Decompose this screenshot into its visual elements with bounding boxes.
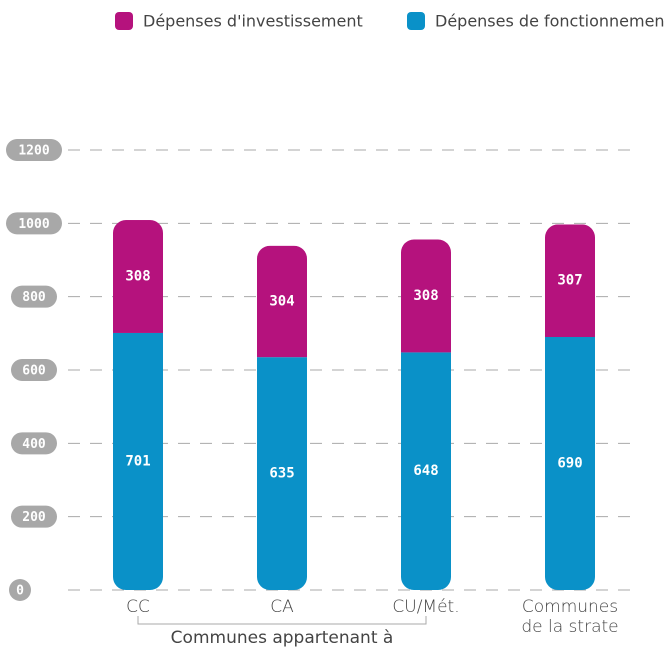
group-bracket xyxy=(137,616,427,625)
value-label: 648 xyxy=(413,463,438,479)
y-tick-label: 1200 xyxy=(18,144,49,159)
y-tick-pill xyxy=(11,285,57,308)
y-tick-pill xyxy=(9,579,31,601)
bar-segment xyxy=(113,220,163,333)
y-tick-label: 400 xyxy=(22,437,46,452)
bar-segment xyxy=(545,337,595,590)
bar-segment xyxy=(545,224,595,337)
y-tick-label: 800 xyxy=(22,290,46,305)
legend-label: Dépenses de fonctionnement xyxy=(435,12,664,31)
y-tick-pill xyxy=(11,359,57,381)
bar-segment xyxy=(257,245,307,358)
y-tick-label: 200 xyxy=(22,510,46,525)
value-label: 304 xyxy=(269,293,294,309)
x-tick-label: Communes de la strate xyxy=(521,597,619,637)
value-label: 307 xyxy=(557,273,582,289)
group-label: Communes appartenant à xyxy=(171,628,394,648)
bar-segment xyxy=(401,352,451,590)
y-tick-pill xyxy=(11,432,57,455)
x-tick-label: CA xyxy=(270,597,294,617)
value-label: 635 xyxy=(269,466,294,482)
legend-swatch xyxy=(407,12,425,30)
x-tick-label: CU/Mét. xyxy=(392,597,460,617)
value-label: 701 xyxy=(125,453,150,469)
value-label: 690 xyxy=(557,456,582,472)
legend-label: Dépenses d'investissement xyxy=(143,12,363,31)
y-tick-pill xyxy=(6,139,62,161)
bar-segment xyxy=(113,332,163,590)
legend-swatch xyxy=(115,12,133,30)
y-tick-pill xyxy=(6,212,62,235)
y-tick-label: 1000 xyxy=(18,217,49,232)
x-tick-label: CC xyxy=(126,597,150,617)
bar-segment xyxy=(401,239,451,353)
value-label: 308 xyxy=(413,288,438,304)
y-tick-label: 600 xyxy=(22,364,46,379)
value-label: 308 xyxy=(125,269,150,285)
bar-segment xyxy=(257,357,307,590)
y-tick-pill xyxy=(11,505,57,528)
y-tick-label: 0 xyxy=(16,584,24,599)
